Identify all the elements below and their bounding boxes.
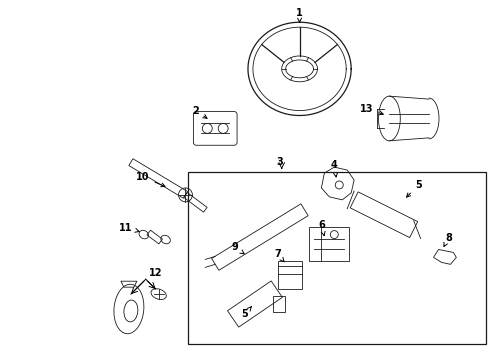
Bar <box>278 261 301 289</box>
Text: 12: 12 <box>149 268 163 278</box>
Text: 13: 13 <box>360 104 383 115</box>
Text: 3: 3 <box>276 157 283 167</box>
Text: 9: 9 <box>232 243 244 254</box>
Bar <box>310 227 349 261</box>
Text: 8: 8 <box>444 233 452 247</box>
Text: 7: 7 <box>274 249 284 262</box>
Text: 6: 6 <box>318 220 325 235</box>
Bar <box>189 172 486 344</box>
Text: 10: 10 <box>136 172 165 187</box>
Text: 4: 4 <box>331 160 338 177</box>
Text: 5: 5 <box>407 180 422 197</box>
Text: 2: 2 <box>192 105 207 118</box>
Bar <box>273 296 285 312</box>
Text: 11: 11 <box>119 222 139 233</box>
Text: 1: 1 <box>296 8 303 22</box>
Text: 5: 5 <box>242 307 251 319</box>
